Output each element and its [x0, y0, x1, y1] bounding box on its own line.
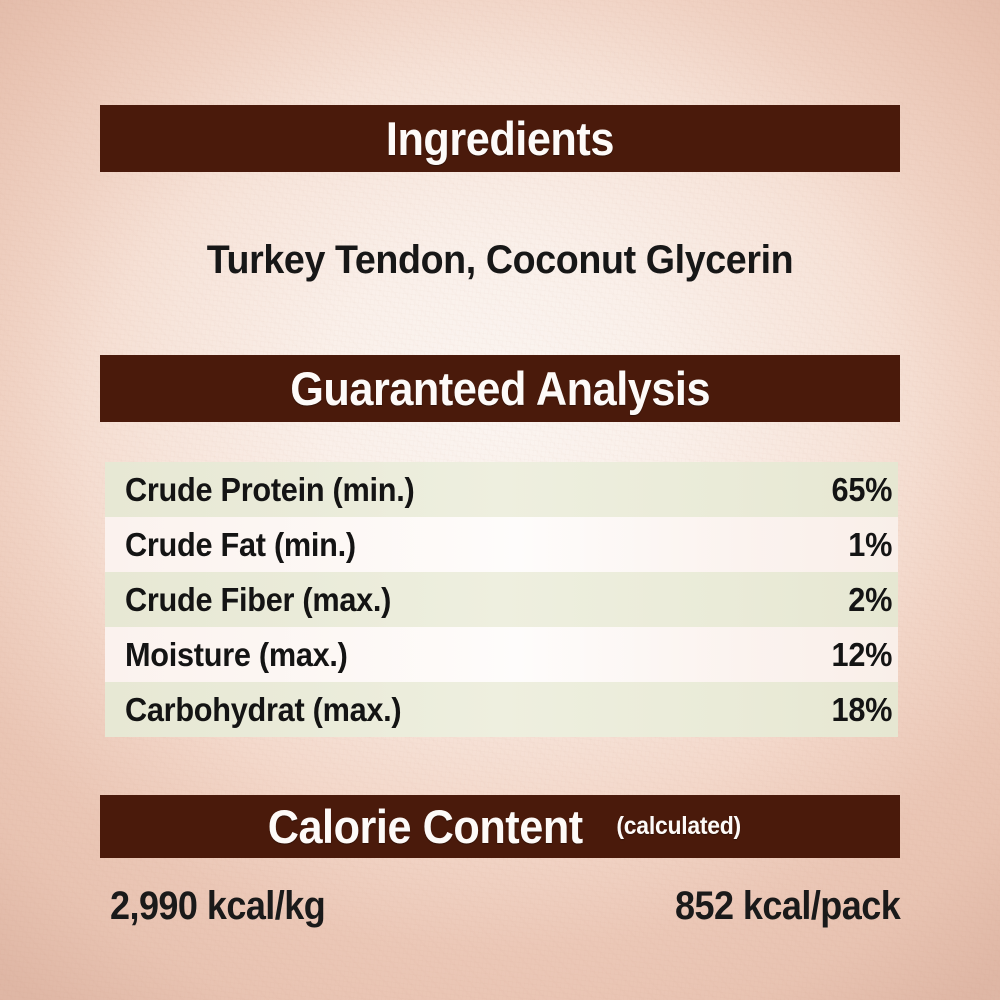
- table-row: Moisture (max.) 12%: [105, 627, 898, 682]
- guaranteed-analysis-heading-text: Guaranteed Analysis: [290, 362, 710, 415]
- table-row: Carbohydrat (max.) 18%: [105, 682, 898, 737]
- guaranteed-analysis-heading-banner: Guaranteed Analysis: [100, 355, 900, 422]
- analysis-nutrient-value: 1%: [848, 525, 892, 563]
- table-row: Crude Fat (min.) 1%: [105, 517, 898, 572]
- analysis-nutrient-value: 2%: [848, 580, 892, 618]
- guaranteed-analysis-table: Crude Protein (min.) 65% Crude Fat (min.…: [105, 462, 898, 737]
- analysis-nutrient-label: Moisture (max.): [125, 635, 348, 673]
- analysis-nutrient-label: Crude Fat (min.): [125, 525, 356, 563]
- ingredients-heading-text: Ingredients: [385, 112, 614, 165]
- ingredients-list-text: Turkey Tendon, Coconut Glycerin: [206, 238, 794, 282]
- calorie-content-heading-banner: Calorie Content (calculated): [100, 795, 900, 858]
- analysis-nutrient-value: 65%: [831, 470, 892, 508]
- analysis-nutrient-label: Carbohydrat (max.): [125, 690, 402, 728]
- calorie-content-heading-text: Calorie Content: [267, 800, 583, 853]
- analysis-nutrient-value: 18%: [831, 690, 892, 728]
- analysis-nutrient-value: 12%: [831, 635, 892, 673]
- calorie-per-pack-value: 852 kcal/pack: [674, 884, 901, 928]
- calorie-per-kg-value: 2,990 kcal/kg: [110, 884, 326, 928]
- table-row: Crude Protein (min.) 65%: [105, 462, 898, 517]
- ingredients-heading-banner: Ingredients: [100, 105, 900, 172]
- calorie-values-row: 2,990 kcal/kg 852 kcal/pack: [110, 884, 901, 929]
- analysis-nutrient-label: Crude Fiber (max.): [125, 580, 392, 618]
- analysis-nutrient-label: Crude Protein (min.): [125, 470, 415, 508]
- calorie-content-heading-note: (calculated): [615, 812, 741, 840]
- table-row: Crude Fiber (max.) 2%: [105, 572, 898, 627]
